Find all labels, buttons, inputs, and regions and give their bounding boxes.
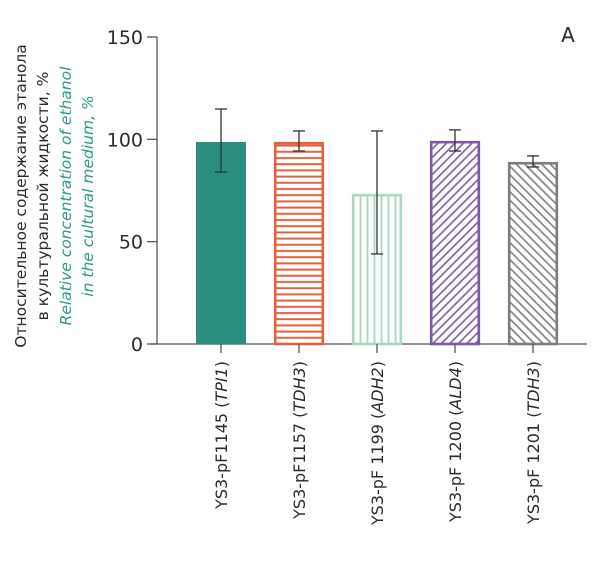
bar [429,140,481,346]
y-axis-label-ru-line1: Относительное содержание этанола [12,44,30,347]
x-tick-label: YS3-pF 1200 (ALD4) [446,361,465,523]
x-ticks: YS3-pF1145 (TPI1) YS3-pF1157 (TDH3) YS3-pF… [212,344,543,526]
y-tick-label: 50 [119,232,143,254]
bars [196,140,559,346]
y-ticks: 0 50 100 150 [107,27,157,356]
error-bars [215,108,539,255]
x-tick-label: YS3-pF1157 (TDH3) [290,361,309,520]
y-axis-label-en-line1: Relative concentration of ethanol [57,66,75,326]
y-axis-label: Относительное содержание этанола в культ… [12,44,97,347]
y-tick-label: 100 [107,129,143,151]
bar [507,161,559,346]
x-tick-label: YS3-pF 1201 (TDH3) [524,361,543,525]
y-axis-label-ru-line2: в культуральной жидкости, % [34,72,52,321]
y-tick-label: 150 [107,27,143,49]
y-axis-label-en-line2: in the cultural medium, % [79,95,97,296]
bar [273,141,325,346]
x-tick-label: YS3-pF1145 (TPI1) [212,361,231,510]
x-tick-label: YS3-pF 1199 (ADH2) [368,361,387,526]
panel-label: A [561,23,575,47]
y-tick-label: 0 [131,334,143,356]
bar [196,141,246,344]
